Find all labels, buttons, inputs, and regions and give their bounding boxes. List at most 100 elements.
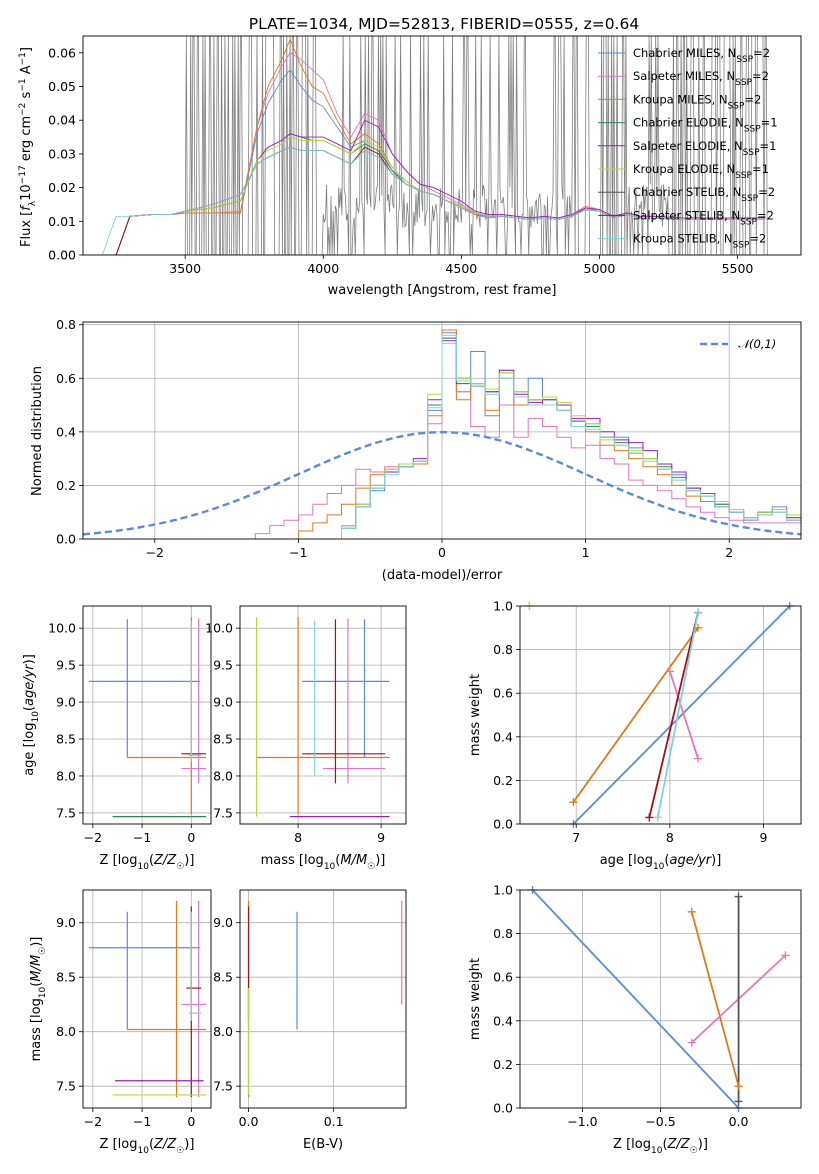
y-tick-label: 7.5 — [213, 805, 233, 820]
y-tick-label: 7.5 — [56, 805, 76, 820]
panel-mass-vs-ebv: 0.0 0.1 7.5 8.0 8.5 9.0 E(B-V) — [213, 889, 407, 1152]
x-tick-label: −1 — [133, 1114, 151, 1129]
y-tick-label: 9.5 — [213, 658, 233, 673]
axes-frame — [239, 889, 407, 1109]
x-tick-label: 0 — [187, 830, 195, 845]
label-part: Chabrier ELODIE, N — [633, 116, 744, 130]
label-part: 10 — [324, 862, 336, 872]
y-tick-label: 0.0 — [493, 817, 513, 832]
label-part: =1 — [760, 139, 777, 153]
figure-title: PLATE=1034, MJD=52813, FIBERID=0555, z=0… — [249, 15, 639, 33]
legend-label: Chabrier ELODIE, NSSP=1 — [633, 116, 778, 135]
label-part: M/M — [29, 955, 44, 982]
label-part: Z/Z — [153, 853, 177, 868]
label-part: −1 — [18, 78, 28, 91]
label-part: =1 — [761, 116, 778, 130]
x-tick-label: 0 — [187, 1114, 195, 1129]
y-tick-label: 0.6 — [493, 686, 513, 701]
y-tick-label: 0.4 — [493, 1013, 513, 1028]
x-tick-label: −2 — [146, 545, 164, 560]
x-axis-label: wavelength [Angstrom, rest frame] — [328, 283, 557, 298]
x-axis-label: (data-model)/error — [382, 568, 503, 583]
weight-marker-salpeter_miles — [693, 754, 702, 763]
label-part: −1 — [18, 52, 28, 65]
panel-mass-vs-z: −2 −1 07.58.08.59.0Z [log10(Z/Z☉)]mass [lo… — [29, 889, 212, 1156]
plot-area — [520, 606, 801, 824]
label-part: =2 — [753, 46, 770, 60]
x-tick-label: 3500 — [169, 261, 201, 276]
label-part: Z/Z — [153, 1137, 177, 1152]
weight-line-chabrier_miles — [572, 606, 791, 824]
y-tick-label: 0.01 — [48, 214, 76, 229]
legend-label: Kroupa STELIB, NSSP=2 — [633, 232, 766, 251]
y-tick-label: 8.0 — [56, 768, 76, 783]
x-tick-label: 5500 — [722, 261, 754, 276]
y-tick-label: 9.0 — [56, 695, 76, 710]
label-part: SSP — [741, 194, 758, 204]
axes-frame — [82, 35, 802, 256]
legend-label: Kroupa ELODIE, NSSP=1 — [633, 162, 769, 181]
label-part: log — [29, 998, 44, 1018]
x-tick-label: −2 — [84, 830, 102, 845]
panel-weight-vs-age: 7 8 9 0.0 0.2 0.4 0.6 0.8 1.0 age [log10(age/yr)]… — [468, 599, 802, 872]
label-part: ( — [22, 706, 37, 711]
plot-area — [520, 890, 801, 1108]
axes-frame — [82, 605, 212, 825]
panel-residuals: −2 −1 0 1 2 0.0 0.2 0.4 0.6 0.8 𝒩(0,1) (data-model)… — [30, 317, 802, 583]
axes-frame — [82, 321, 802, 540]
y-tick-label: 0.6 — [56, 371, 76, 386]
y-tick-label: 0.8 — [56, 317, 76, 332]
y-tick-label: 8.0 — [213, 768, 233, 783]
x-tick-label: 9 — [377, 830, 385, 845]
label-part: erg cm — [19, 116, 34, 165]
label-part: age [ — [22, 742, 37, 775]
axes-frame — [519, 889, 802, 1109]
x-tick-label: −1 — [289, 545, 307, 560]
label-part: =2 — [752, 69, 769, 83]
y-tick-label: 7.5 — [213, 1079, 233, 1094]
label-part: 10 — [31, 711, 41, 723]
y-tick-label: 7.5 — [56, 1079, 76, 1094]
y-tick-label: 0.4 — [493, 729, 513, 744]
legend-label: 𝒩(0,1) — [738, 337, 776, 351]
histogram-salpeter_miles — [254, 337, 801, 539]
label-part: SSP — [744, 125, 761, 135]
label-part: ☉ — [38, 947, 48, 955]
legend-label: Salpeter MILES, NSSP=2 — [633, 69, 769, 88]
label-part: log — [22, 723, 37, 743]
x-axis-label: mass [log10(M/M☉)] — [261, 853, 386, 872]
label-part: SSP — [735, 171, 752, 181]
label-part: ☉ — [367, 862, 375, 872]
label-part: age [ — [600, 853, 633, 868]
label-part: ( — [149, 1137, 154, 1152]
plot-area — [83, 322, 801, 539]
label-part: Z/Z — [667, 1137, 691, 1152]
x-axis-label: E(B-V) — [303, 1137, 343, 1152]
y-tick-label: 1.0 — [493, 599, 513, 614]
x-tick-label: 2 — [725, 545, 733, 560]
label-part: )] — [184, 853, 194, 868]
label-part: −17 — [18, 165, 28, 184]
label-part: ( — [662, 1137, 667, 1152]
y-tick-label: 8.0 — [213, 1024, 233, 1039]
y-tick-label: 9.0 — [213, 915, 233, 930]
x-tick-label: 0.0 — [239, 1114, 259, 1129]
y-tick-label: 0.0 — [56, 532, 76, 547]
y-tick-label: 8.5 — [56, 732, 76, 747]
y-axis-label: mass [log10(M/M☉)] — [29, 937, 48, 1062]
x-axis-label: Z [log10(Z/Z☉)] — [613, 1137, 708, 1156]
label-part: )] — [184, 1137, 194, 1152]
label-part: −2 — [18, 103, 28, 116]
y-tick-label: 9.5 — [56, 658, 76, 673]
label-part: =2 — [758, 185, 775, 199]
label-part: ☉ — [690, 1146, 698, 1156]
weight-marker-kroupa_stelib — [653, 813, 662, 822]
label-part: age/yr — [22, 663, 37, 706]
weight-line-kroupa_stelib — [656, 612, 699, 818]
y-axis-label: Normed distribution — [30, 366, 45, 496]
label-part: Kroupa MILES, N — [633, 92, 728, 106]
label-part: SSP — [733, 241, 750, 251]
label-part: SSP — [736, 55, 753, 65]
label-part: E(B-V) — [303, 1137, 343, 1152]
